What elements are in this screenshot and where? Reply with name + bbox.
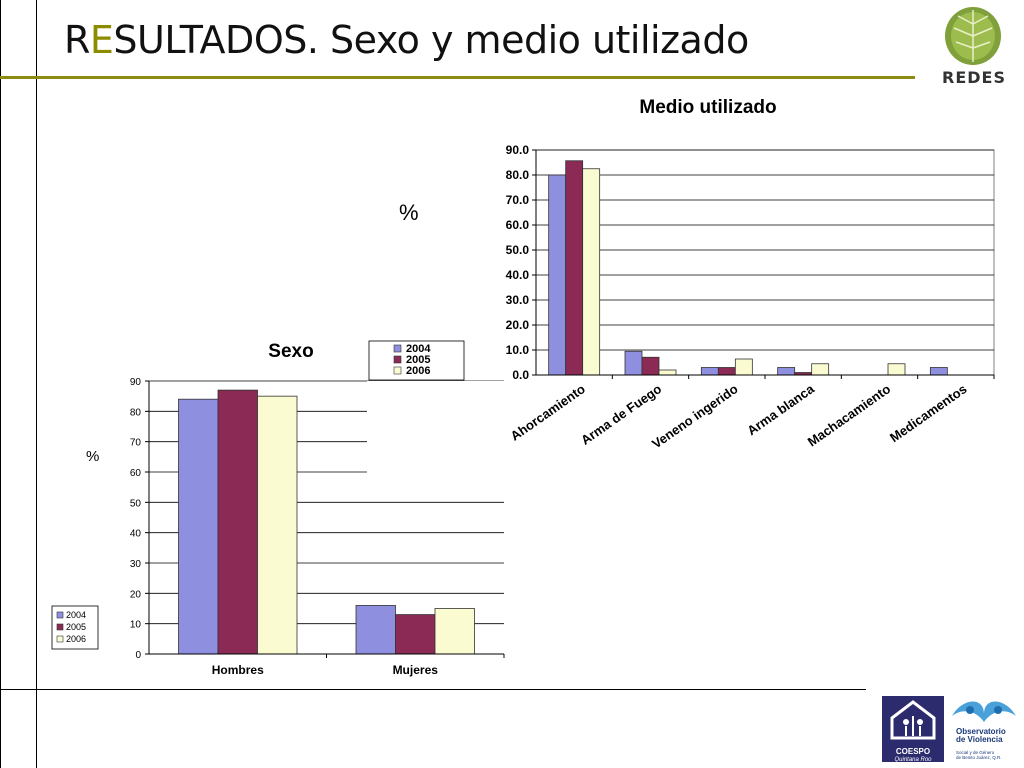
medio-bar-2004 [929,367,948,376]
medio-y-tick-label: 0.0 [512,368,529,382]
medio-y-tick-label: 20.0 [506,318,530,332]
medio-y-tick-label: 30.0 [506,293,530,307]
house-icon [890,700,936,740]
sexo-bar-2004 [178,398,219,655]
floating-legend-label: 2004 [406,343,431,355]
observatorio-title: Observatorio de Violencia [956,727,1006,744]
sexo-x-tick-label: Hombres [212,663,264,677]
title-underline [0,76,915,79]
observatorio-logo [952,701,1016,722]
medio-bar-2005 [717,367,736,376]
mask-panel [367,381,507,473]
sexo-legend-swatch [56,623,64,631]
medio-y-tick-label: 80.0 [506,168,530,182]
left-frame-line-inner [36,0,37,768]
redes-logo-text: REDES [942,68,1006,87]
medio-bar-2005 [565,160,584,376]
floating-legend-box [368,340,465,381]
medio-bar-2006 [734,358,753,376]
medio-bar-2006 [582,168,601,376]
medio-bar-2006 [658,369,677,376]
medio-y-tick-label: 90.0 [506,143,530,157]
floating-legend-swatch [393,366,402,375]
sexo-y-tick-label: 50 [130,498,142,509]
observatorio-subtitle: Social y de Género de Benito Juárez, Q.R. [956,750,1002,760]
sexo-y-tick-label: 20 [130,589,142,600]
medio-bar-2005 [641,356,660,376]
medio-plot-area [535,149,995,376]
sexo-x-tick-label: Mujeres [393,663,439,677]
sexo-legend-label: 2006 [66,634,86,644]
floating-legend-swatch [393,344,402,353]
medio-bar-2006 [811,363,830,376]
sexo-legend-swatch [56,611,64,619]
medio-utilizado-chart: Medio utilizado 0.0 10.0 20.0 30.0 40.0 50.0 6… [506,97,995,451]
medio-x-tick-label: Machacamiento [805,381,894,449]
medio-bar-2006 [887,363,906,376]
floating-legend-label: 2005 [406,354,430,366]
sexo-bar-2005 [217,389,258,655]
sexo-legend-label: 2005 [66,622,86,632]
medio-x-tick-label: Medicamentos [887,381,970,445]
medio-y-tick-label: 10.0 [506,343,530,357]
sexo-bar-2006 [434,608,475,655]
bottom-frame-line [0,689,866,690]
sexo-y-tick-label: 10 [130,620,142,631]
left-frame-line-outer [0,0,1,768]
sexo-y-tick-label: 0 [135,650,141,661]
sexo-bar-2005 [395,614,436,655]
medio-bar-2004 [624,350,643,376]
sexo-y-tick-label: 90 [130,377,142,388]
sexo-legend-label: 2004 [66,610,86,620]
medio-bar-2004 [700,367,719,376]
medio-y-tick-label: 60.0 [506,218,530,232]
medio-x-tick-label: Ahorcamiento [508,381,588,443]
sexo-y-tick-label: 70 [130,438,142,449]
sexo-bar-2006 [257,395,298,655]
medio-y-tick-label: 40.0 [506,268,530,282]
coespo-text: COESPO [895,747,931,756]
medio-y-axis-label: % [399,200,419,225]
sexo-y-axis-label: % [86,448,100,465]
medio-chart-title: Medio utilizado [639,97,776,118]
sexo-chart-title: Sexo [268,341,313,362]
sexo-y-tick-label: 60 [130,468,142,479]
medio-x-tick-label: Arma blanca [744,381,817,438]
sexo-y-tick-label: 40 [130,529,142,540]
floating-legend-swatch [393,355,402,364]
medio-y-tick-label: 50.0 [506,243,530,257]
medio-bar-2004 [548,174,567,376]
medio-y-tick-label: 70.0 [506,193,530,207]
sexo-y-tick-label: 80 [130,407,142,418]
medio-bar-2004 [777,367,796,376]
slide-title: RESULTADOS. Sexo y medio utilizado [64,18,749,62]
sexo-y-tick-label: 30 [130,559,142,570]
redes-leaf-logo [945,7,1001,65]
coespo-subtext: Quintana Roo [894,757,932,763]
sexo-bar-2004 [355,605,396,655]
floating-legend-label: 2006 [406,365,430,377]
coespo-logo: COESPO Quintana Roo [882,696,944,763]
sexo-legend-swatch [56,635,64,643]
